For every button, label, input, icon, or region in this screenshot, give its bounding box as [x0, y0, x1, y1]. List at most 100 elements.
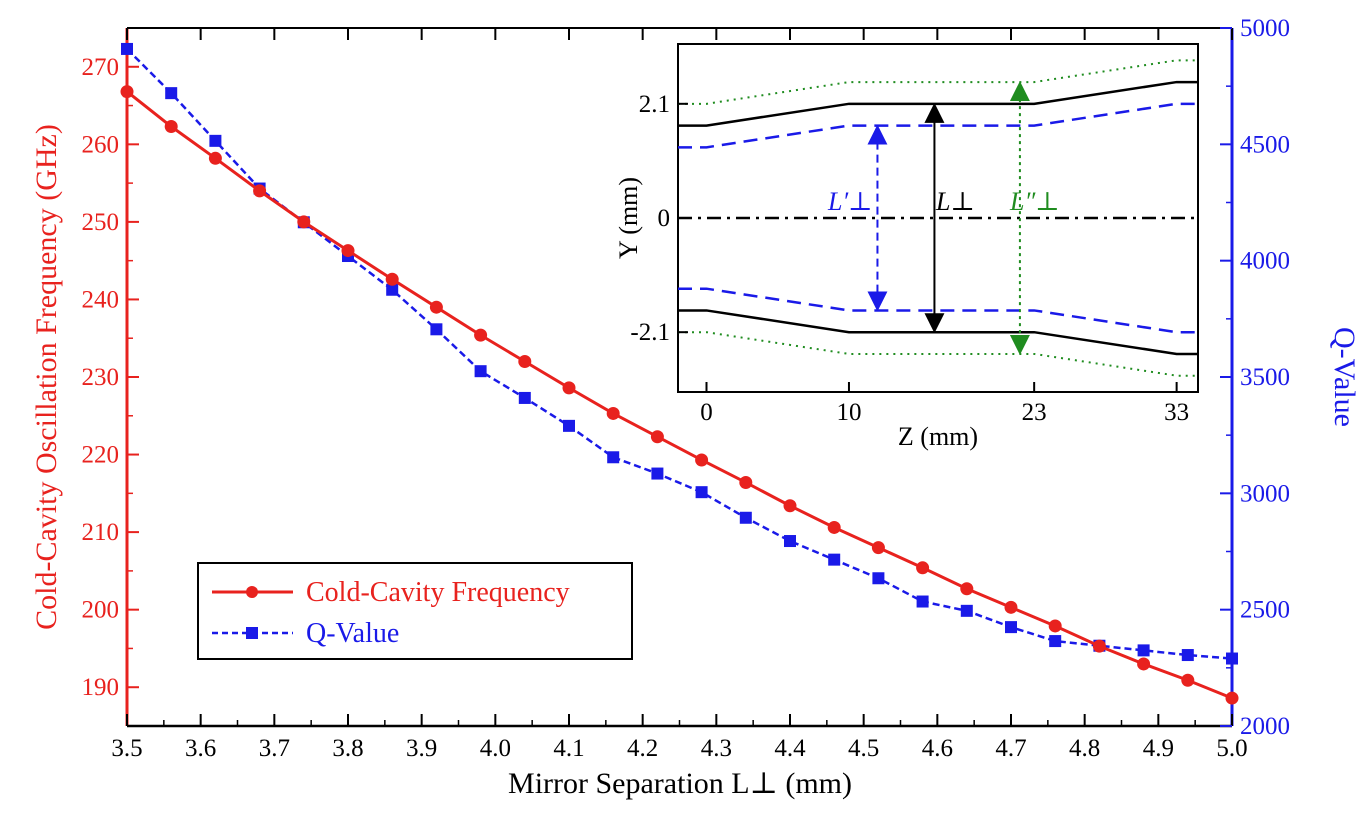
x-tick-label: 4.6	[922, 735, 953, 762]
y-tick-label: 240	[82, 286, 120, 313]
inset-y-tick-label: -2.1	[630, 319, 670, 346]
frequency-point	[120, 85, 134, 99]
inset-plot: 0 10 23 33 2.1 0 -2.1 Z (mm) Y (mm) L′⊥ L⊥ L″…	[614, 43, 1199, 451]
inset-label-lperp-prime: L′⊥	[827, 187, 873, 216]
legend-box	[197, 562, 633, 660]
q-value-point	[960, 604, 973, 617]
y2-tick-label: 5000	[1240, 15, 1290, 42]
frequency-point	[1092, 639, 1106, 653]
q-value-point	[1226, 652, 1238, 665]
frequency-point	[518, 354, 532, 368]
q-value-point	[165, 87, 178, 100]
frequency-point	[474, 328, 488, 342]
y2-tick-label: 3500	[1240, 364, 1290, 391]
q-value-point	[872, 572, 885, 585]
frequency-point	[1225, 691, 1239, 705]
frequency-point	[297, 215, 311, 229]
frequency-point	[164, 119, 178, 133]
x-tick-label: 4.9	[1143, 735, 1174, 762]
frequency-line	[126, 90, 1233, 700]
inset-x-tick-label: 10	[836, 399, 861, 426]
q-value-point	[121, 42, 133, 55]
legend-frequency-marker	[246, 586, 258, 598]
y-tick-label: 250	[82, 209, 120, 236]
y-left-axis-label: Cold-Cavity Oscillation Frequency (GHz)	[30, 124, 63, 630]
y2-tick-label: 2000	[1240, 713, 1290, 740]
x-tick-label: 3.7	[259, 735, 290, 762]
legend-frequency-label: Cold-Cavity Frequency	[306, 577, 570, 608]
inset-x-ticks: 0 10 23 33	[700, 382, 1189, 426]
y-tick-label: 230	[82, 364, 120, 391]
y2-tick-label: 2500	[1240, 597, 1290, 624]
legend-q-label: Q-Value	[306, 618, 399, 649]
frequency-point	[1181, 673, 1195, 687]
frequency-point	[916, 561, 930, 575]
x-tick-label: 3.9	[406, 735, 437, 762]
x-tick-label: 4.8	[1069, 735, 1100, 762]
y2-tick-label: 3000	[1240, 480, 1290, 507]
y2-tick-label: 4000	[1240, 248, 1290, 275]
inset-x-tick-label: 33	[1164, 399, 1189, 426]
x-tick-label: 3.6	[185, 735, 216, 762]
frequency-point	[606, 406, 620, 420]
inset-x-tick-label: 0	[700, 399, 713, 426]
frequency-point	[739, 475, 753, 489]
legend: Cold-Cavity Frequency Q-Value	[197, 562, 633, 660]
y-left-ticks: 190 200 210 220 230 240 250 260 270	[82, 54, 139, 701]
q-value-point	[828, 553, 841, 566]
q-value-point	[651, 467, 664, 480]
inset-y-tick-label: 0	[658, 205, 671, 232]
q-value-point	[1181, 649, 1194, 662]
frequency-point	[1137, 657, 1151, 671]
x-axis-label: Mirror Separation L⊥ (mm)	[508, 767, 852, 800]
inset-arrows	[867, 81, 1030, 355]
frequency-point	[341, 244, 355, 258]
y-right-ticks: 2000 2500 3000 3500 4000 4500 5000	[1220, 15, 1290, 740]
frequency-point	[650, 430, 664, 444]
q-value-point	[916, 595, 929, 608]
frequency-point	[871, 541, 885, 555]
y-tick-label: 190	[82, 674, 120, 701]
x-tick-label: 4.2	[627, 735, 658, 762]
frequency-point	[783, 499, 797, 513]
frequency-point	[208, 151, 222, 165]
x-axis-label-text: Mirror Separation L⊥ (mm)	[508, 767, 852, 800]
frequency-point	[827, 520, 841, 534]
q-value-point	[1137, 644, 1150, 657]
main-plot: 3.5 3.6 3.7 3.8 3.9 4.0 4.1 4.2 4.3 4.4 4.5 4.6 4.7 4…	[30, 15, 1361, 800]
y-tick-label: 270	[82, 54, 120, 81]
x-tick-label: 5.0	[1216, 735, 1247, 762]
inset-y-ticks: 2.1 0 -2.1	[630, 91, 688, 346]
q-value-point	[784, 535, 796, 548]
q-value-point	[474, 365, 487, 378]
x-tick-label: 4.5	[848, 735, 879, 762]
frequency-point	[429, 300, 443, 314]
q-value-point	[563, 419, 575, 432]
q-value-point	[695, 486, 708, 499]
x-tick-label: 3.5	[111, 735, 142, 762]
q-value-point	[518, 391, 531, 404]
q-value-point	[1049, 635, 1062, 648]
y-right-axis-label: Q-Value	[1328, 327, 1361, 427]
frequency-point	[253, 184, 267, 198]
frequency-series	[120, 85, 1239, 705]
frequency-point	[1004, 600, 1018, 614]
x-tick-label: 4.7	[995, 735, 1026, 762]
q-value-point	[209, 134, 222, 147]
q-value-point	[386, 283, 399, 296]
q-value-point	[1005, 621, 1017, 634]
frequency-point	[695, 453, 709, 467]
inset-label-lperp-double: L″⊥	[1009, 187, 1060, 216]
y2-tick-label: 4500	[1240, 131, 1290, 158]
inset-x-tick-label: 23	[1022, 399, 1047, 426]
inset-y-label: Y (mm)	[614, 177, 643, 259]
q-value-point	[739, 511, 752, 524]
inset-x-label: Z (mm)	[898, 422, 978, 451]
q-value-point	[607, 451, 620, 464]
inset-label-lperp: L⊥	[935, 187, 975, 216]
y-tick-label: 210	[82, 519, 120, 546]
inset-curve-upper	[678, 59, 1198, 105]
inset-y-tick-label: 2.1	[639, 91, 670, 118]
x-tick-label: 4.1	[553, 735, 584, 762]
